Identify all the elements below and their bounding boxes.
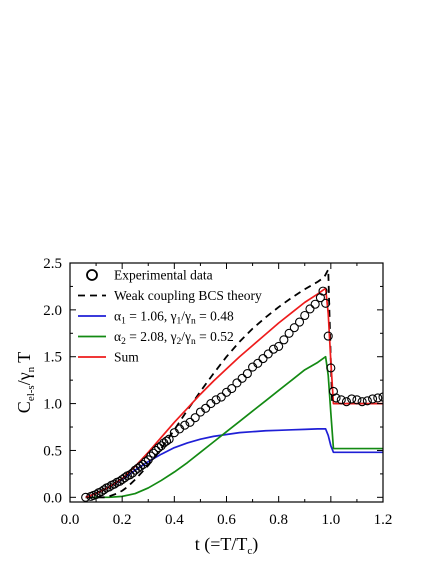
data-point <box>227 384 237 394</box>
data-point <box>104 482 114 492</box>
data-point <box>138 459 148 470</box>
data-point <box>279 335 289 345</box>
x-axis: 0.0 0.2 0.4 0.6 0.8 1.0 1.2 <box>61 263 393 528</box>
data-point <box>216 392 226 402</box>
y-tick-label: 2.0 <box>43 303 62 319</box>
data-point <box>378 392 383 402</box>
x-tick-label: 0.2 <box>113 512 132 528</box>
data-point <box>268 344 279 354</box>
data-point <box>141 457 151 467</box>
data-point <box>109 479 119 489</box>
y-tick-label: 1.0 <box>43 397 62 413</box>
data-point <box>294 317 305 327</box>
data-point <box>352 395 362 405</box>
data-point <box>120 473 130 483</box>
data-point <box>331 393 341 403</box>
series-line-bcs <box>85 268 383 499</box>
data-point <box>289 323 299 333</box>
y-axis: 0.0 0.5 1.0 1.5 2.0 2.5 <box>43 256 383 506</box>
series-bcs <box>85 268 383 499</box>
data-point <box>125 470 135 480</box>
data-point <box>263 349 273 359</box>
series-line-s2 <box>85 355 383 499</box>
x-tick-label: 1.2 <box>374 512 393 528</box>
data-point <box>201 403 211 413</box>
data-point <box>318 286 328 296</box>
x-tick-label: 0.4 <box>165 512 184 528</box>
data-point <box>310 299 320 309</box>
data-point <box>328 386 338 396</box>
legend-item-s1: α1 = 1.06, γ1/γn = 0.48 <box>78 309 234 327</box>
data-point <box>258 354 268 364</box>
legend-label: α2 = 2.08, γ2/γn = 0.52 <box>114 329 234 347</box>
data-point <box>284 328 294 338</box>
data-point <box>164 434 174 444</box>
data-point <box>315 293 325 303</box>
legend-item-s2: α2 = 2.08, γ2/γn = 0.52 <box>78 329 234 347</box>
y-tick-label: 1.5 <box>43 350 62 366</box>
series-exp <box>81 286 383 502</box>
series-layer <box>81 268 383 502</box>
y-tick-label: 0.5 <box>43 443 62 459</box>
series-sum <box>85 287 383 499</box>
data-point <box>148 448 159 458</box>
x-tick-label: 0.8 <box>269 512 288 528</box>
data-point <box>357 397 367 407</box>
legend: Experimental data Weak coupling BCS theor… <box>78 268 262 365</box>
y-tick-label: 0.0 <box>43 490 62 506</box>
x-tick-label: 0.6 <box>217 512 236 528</box>
x-axis-label: t (=T/Tc) <box>195 534 259 557</box>
data-point <box>300 310 310 321</box>
data-point <box>156 441 166 451</box>
data-point <box>135 461 145 471</box>
data-point <box>180 420 190 430</box>
x-tick-label: 1.0 <box>321 512 340 528</box>
data-point <box>154 443 164 453</box>
data-point <box>91 489 101 500</box>
series-s2 <box>85 355 383 499</box>
series-line-s1 <box>85 428 383 499</box>
data-point <box>373 393 383 403</box>
data-point <box>146 451 156 461</box>
legend-label: α1 = 1.06, γ1/γn = 0.48 <box>114 309 234 327</box>
data-point <box>362 396 372 406</box>
data-point <box>232 378 242 388</box>
data-point <box>321 298 331 308</box>
data-point <box>190 413 200 423</box>
legend-item-bcs: Weak coupling BCS theory <box>78 288 262 303</box>
data-point <box>323 331 333 341</box>
legend-item-sum: Sum <box>78 350 139 365</box>
data-point <box>341 397 352 407</box>
data-point <box>347 394 357 404</box>
legend-item-exp: Experimental data <box>86 268 213 283</box>
data-point <box>242 369 252 379</box>
data-point <box>161 436 172 446</box>
data-point <box>237 373 247 383</box>
data-point <box>151 445 161 456</box>
data-point <box>185 417 195 427</box>
data-point <box>128 468 138 478</box>
legend-label: Sum <box>114 350 139 365</box>
legend-label: Weak coupling BCS theory <box>114 288 262 303</box>
legend-label: Experimental data <box>114 268 213 283</box>
data-point <box>211 395 221 405</box>
data-point <box>326 363 336 373</box>
x-tick-label: 0.0 <box>61 512 80 528</box>
data-point <box>336 395 346 405</box>
data-point <box>99 485 109 495</box>
legend-marker <box>86 269 98 281</box>
data-point <box>305 304 315 314</box>
series-line-sum <box>85 287 383 499</box>
data-point <box>368 394 378 404</box>
y-axis-label: Cel-s/γnT <box>14 352 37 413</box>
data-point <box>253 358 263 368</box>
series-s1 <box>85 428 383 499</box>
y-tick-label: 2.5 <box>43 256 62 272</box>
data-point <box>274 341 284 351</box>
